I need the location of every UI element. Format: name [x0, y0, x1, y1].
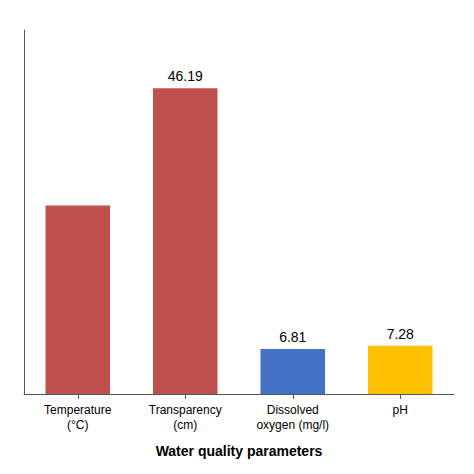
svg-text:(°C): (°C) [67, 418, 88, 432]
svg-text:Transparency: Transparency [149, 403, 222, 417]
svg-text:Temperature: Temperature [44, 403, 112, 417]
svg-text:6.81: 6.81 [279, 329, 306, 345]
svg-text:Dissolved: Dissolved [267, 403, 319, 417]
svg-text:(cm): (cm) [173, 418, 197, 432]
svg-text:7.28: 7.28 [387, 326, 414, 342]
svg-text:46.19: 46.19 [168, 68, 203, 84]
svg-text:Water quality parameters: Water quality parameters [156, 443, 323, 459]
svg-text:oxygen (mg/l): oxygen (mg/l) [256, 418, 329, 432]
svg-text:pH: pH [393, 403, 408, 417]
